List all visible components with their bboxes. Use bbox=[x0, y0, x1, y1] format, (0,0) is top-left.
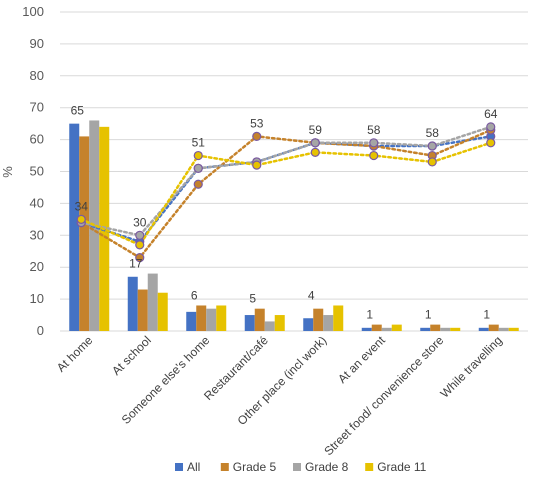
category-label: While travelling bbox=[437, 333, 504, 400]
bar-data-label: 17 bbox=[129, 257, 143, 271]
series-point bbox=[135, 253, 145, 263]
series-point bbox=[135, 230, 145, 240]
y-tick-label: 80 bbox=[30, 68, 44, 83]
bar bbox=[333, 305, 344, 331]
y-tick-label: 60 bbox=[30, 132, 44, 147]
y-tick-label: 0 bbox=[37, 323, 44, 338]
line-data-label: 30 bbox=[133, 215, 147, 229]
series-points bbox=[76, 122, 496, 263]
bar bbox=[216, 305, 227, 331]
legend: All Grade 5 Grade 8 Grade 11 bbox=[175, 460, 427, 474]
series-point bbox=[193, 179, 203, 189]
line-data-label: 64 bbox=[484, 107, 498, 121]
bar-data-label: 1 bbox=[425, 308, 432, 322]
bar-data-label: 1 bbox=[483, 308, 490, 322]
series-line bbox=[80, 141, 492, 247]
bar bbox=[450, 327, 461, 331]
series-point bbox=[427, 141, 437, 151]
legend-swatch bbox=[175, 463, 183, 471]
bar bbox=[508, 327, 519, 331]
legend-swatch bbox=[365, 463, 374, 471]
series-point bbox=[369, 138, 379, 148]
y-tick-label: 50 bbox=[30, 164, 44, 179]
bar bbox=[478, 327, 489, 331]
bar bbox=[440, 327, 451, 331]
bar bbox=[371, 324, 382, 331]
bar bbox=[264, 321, 275, 331]
series-point bbox=[76, 214, 86, 224]
bar-data-label: 1 bbox=[366, 308, 373, 322]
y-tick-label: 70 bbox=[30, 100, 44, 115]
category-label: Street food/ convenience store bbox=[321, 333, 446, 458]
y-axis-ticks: 0 10 20 30 40 50 60 70 80 90 100 bbox=[22, 4, 44, 338]
series-point bbox=[486, 138, 496, 148]
series-point bbox=[486, 122, 496, 132]
legend-label: Grade 8 bbox=[305, 460, 349, 474]
bar bbox=[186, 311, 197, 331]
legend-label: Grade 5 bbox=[233, 460, 277, 474]
bar bbox=[313, 308, 324, 331]
series-point bbox=[252, 160, 262, 170]
category-label: At home bbox=[54, 333, 96, 375]
bar bbox=[254, 308, 265, 331]
bar bbox=[69, 123, 80, 332]
y-tick-label: 10 bbox=[30, 291, 44, 306]
bar bbox=[381, 327, 392, 331]
legend-swatch bbox=[220, 463, 229, 471]
series-line bbox=[80, 125, 492, 237]
bar bbox=[430, 324, 441, 331]
y-tick-label: 20 bbox=[30, 259, 44, 274]
series-point bbox=[369, 150, 379, 161]
bar bbox=[127, 276, 138, 331]
bar bbox=[323, 315, 334, 331]
y-tick-label: 40 bbox=[30, 195, 44, 210]
line-data-label: 58 bbox=[367, 123, 381, 137]
series-point bbox=[252, 131, 262, 142]
series-point bbox=[193, 163, 203, 173]
bar bbox=[196, 305, 207, 331]
legend-label: Grade 11 bbox=[377, 460, 426, 474]
bar bbox=[274, 315, 285, 331]
y-tick-label: 90 bbox=[30, 36, 44, 51]
line-data-label: 53 bbox=[250, 116, 264, 130]
y-tick-label: 100 bbox=[22, 4, 44, 19]
y-axis-label: % bbox=[0, 166, 15, 178]
legend-label: All bbox=[187, 460, 200, 474]
bar bbox=[361, 327, 372, 331]
bar bbox=[206, 308, 217, 331]
series-point bbox=[427, 157, 437, 167]
bar bbox=[157, 292, 168, 331]
bar-data-label: 65 bbox=[71, 103, 85, 117]
bar bbox=[488, 324, 499, 331]
bar bbox=[244, 315, 255, 331]
bar-data-label: 5 bbox=[249, 292, 256, 306]
legend-swatch bbox=[293, 463, 301, 471]
bar bbox=[79, 136, 90, 331]
bar-data-label: 4 bbox=[308, 288, 315, 302]
bar-data-label: 6 bbox=[191, 288, 198, 302]
line-data-label: 51 bbox=[192, 136, 206, 150]
line-data-label: 59 bbox=[309, 123, 323, 137]
line-data-label: 34 bbox=[75, 199, 89, 213]
category-label: At school bbox=[109, 333, 154, 378]
bar bbox=[420, 327, 431, 331]
category-label: At an event bbox=[335, 333, 388, 386]
y-tick-label: 30 bbox=[30, 227, 44, 242]
series-point bbox=[310, 147, 320, 157]
bar bbox=[498, 327, 509, 331]
line-data-label: 58 bbox=[426, 126, 440, 140]
bar bbox=[391, 324, 402, 331]
series-point bbox=[135, 240, 145, 250]
series-line bbox=[80, 128, 492, 260]
series-point bbox=[193, 150, 203, 161]
bar bbox=[147, 273, 158, 331]
series-point bbox=[310, 138, 320, 148]
series-lines bbox=[80, 125, 492, 260]
bar bbox=[303, 318, 314, 331]
bar bbox=[137, 289, 148, 331]
